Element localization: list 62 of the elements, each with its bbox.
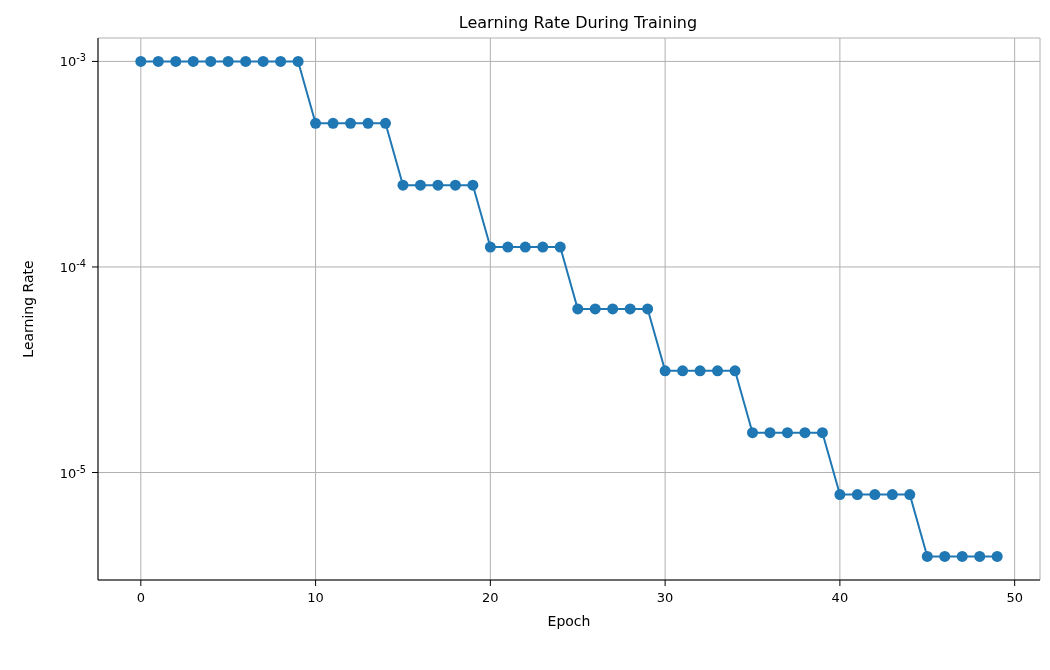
- point: [432, 179, 444, 191]
- point: [677, 365, 689, 377]
- point: [659, 365, 671, 377]
- point: [781, 427, 793, 439]
- point: [222, 55, 234, 67]
- point: [939, 550, 951, 562]
- point: [747, 427, 759, 439]
- point: [240, 55, 252, 67]
- point: [135, 55, 147, 67]
- x-tick-label: 50: [1006, 590, 1023, 605]
- point: [624, 303, 636, 315]
- chart-title: Learning Rate During Training: [458, 13, 698, 32]
- point: [816, 427, 828, 439]
- point: [572, 303, 584, 315]
- point: [886, 489, 898, 501]
- x-tick-label: 10: [307, 590, 324, 605]
- point: [187, 55, 199, 67]
- point: [397, 179, 409, 191]
- point: [607, 303, 619, 315]
- point: [379, 117, 391, 129]
- x-axis-title: Epoch: [547, 613, 591, 629]
- point: [292, 55, 304, 67]
- y-tick-label: 10$^{-4}$: [59, 257, 86, 275]
- point: [834, 489, 846, 501]
- point: [974, 550, 986, 562]
- y-axis-title: Learning Rate: [19, 260, 36, 358]
- point: [257, 55, 269, 67]
- y-tick-label: 10$^{-5}$: [59, 463, 86, 481]
- point: [484, 241, 496, 253]
- point: [694, 365, 706, 377]
- point: [921, 550, 933, 562]
- point: [851, 489, 863, 501]
- point: [537, 241, 549, 253]
- point: [956, 550, 968, 562]
- point: [310, 117, 322, 129]
- point: [799, 427, 811, 439]
- point: [991, 550, 1003, 562]
- x-tick-label: 30: [656, 590, 674, 605]
- point: [449, 179, 461, 191]
- point: [467, 179, 479, 191]
- point: [345, 117, 357, 129]
- y-tick-label: 10$^{-3}$: [59, 51, 86, 70]
- point: [869, 489, 881, 501]
- x-tick-label: 40: [831, 590, 849, 605]
- point: [642, 303, 654, 315]
- point: [502, 241, 514, 253]
- point: [589, 303, 601, 315]
- point: [519, 241, 531, 253]
- point: [205, 55, 217, 67]
- point: [327, 117, 339, 129]
- point: [414, 179, 426, 191]
- point: [554, 241, 566, 253]
- point: [764, 427, 776, 439]
- x-tick-label: 0: [136, 590, 145, 605]
- x-tick-label: 20: [482, 590, 499, 605]
- point: [170, 55, 182, 67]
- point: [362, 117, 374, 129]
- point: [904, 489, 916, 501]
- point: [152, 55, 164, 67]
- point: [275, 55, 287, 67]
- point: [712, 365, 724, 377]
- point: [729, 365, 741, 377]
